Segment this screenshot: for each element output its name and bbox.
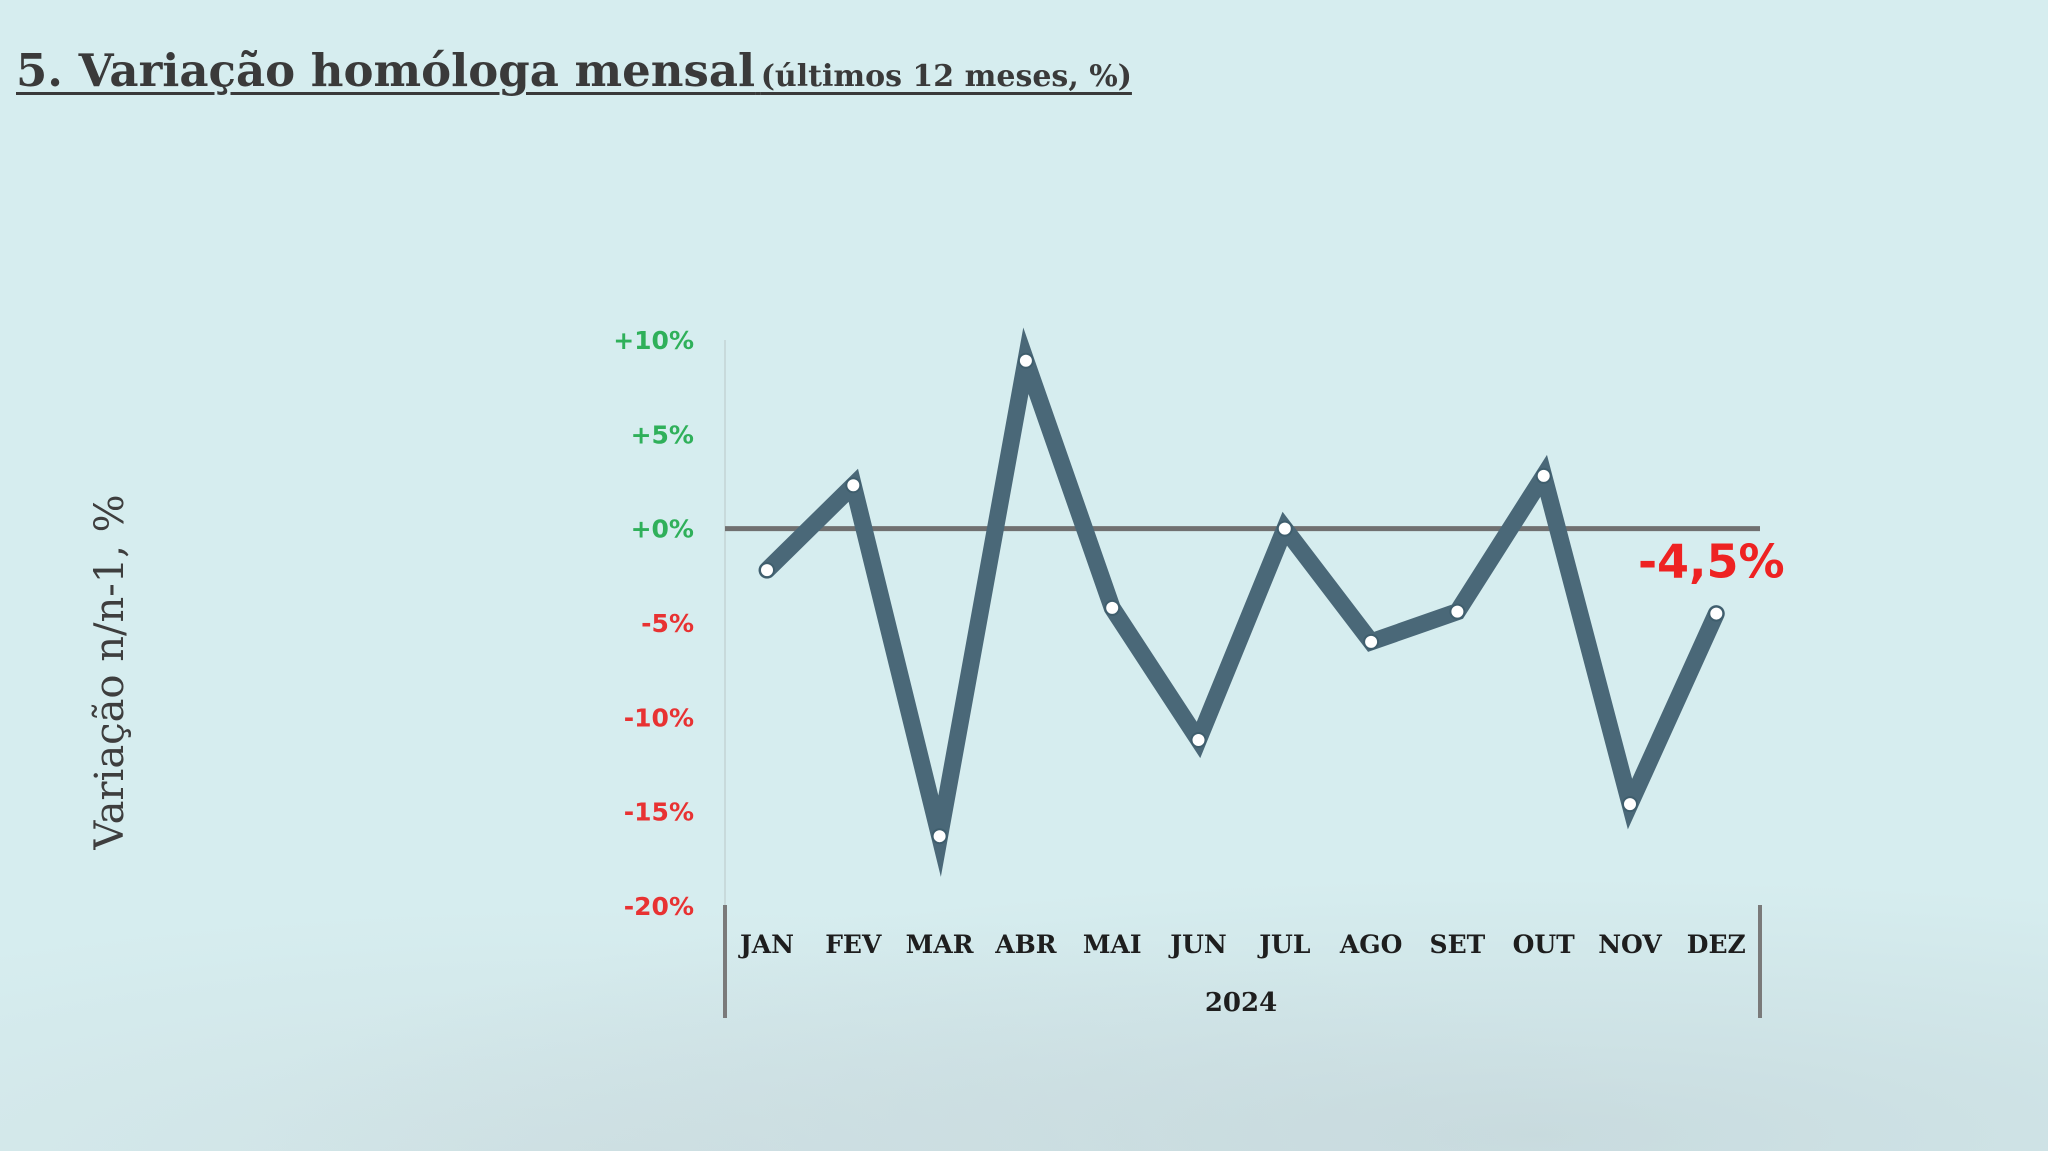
x-tick-label: NOV	[1598, 930, 1662, 959]
x-tick-label: JUL	[1257, 930, 1311, 959]
series-line	[758, 327, 1725, 877]
data-point	[1276, 520, 1293, 537]
data-point	[845, 477, 862, 494]
page-title: 5. Variação homóloga mensal (últimos 12 …	[16, 44, 1132, 97]
x-tick-label: OUT	[1513, 930, 1576, 959]
y-tick-label: -20%	[624, 892, 694, 921]
data-point	[931, 828, 948, 845]
x-tick-label: JAN	[738, 930, 794, 959]
y-tick-label: -15%	[624, 798, 694, 827]
y-tick-label: +10%	[613, 326, 694, 355]
data-point	[1363, 633, 1380, 650]
title-main: 5. Variação homóloga mensal	[16, 44, 756, 97]
x-tick-label: FEV	[825, 930, 882, 959]
x-tick-label: ABR	[994, 930, 1057, 959]
x-axis-group-label: 2024	[1205, 988, 1277, 1018]
data-point	[1190, 731, 1207, 748]
data-label-annotation: -4,5%	[1638, 535, 1785, 589]
data-point	[1708, 605, 1725, 622]
x-tick-label: MAR	[906, 930, 974, 959]
x-tick-label: DEZ	[1687, 930, 1746, 959]
y-tick-label: -10%	[624, 703, 694, 732]
x-tick-label: JUN	[1168, 930, 1226, 959]
y-tick-label: -5%	[641, 609, 694, 638]
data-point	[1622, 796, 1638, 813]
data-point	[1449, 603, 1466, 620]
y-tick-label: +0%	[631, 515, 694, 544]
title-subtitle: (últimos 12 meses, %)	[760, 59, 1132, 94]
data-point	[1017, 352, 1034, 369]
data-point	[1104, 599, 1121, 616]
y-tick-label: +5%	[631, 420, 694, 449]
x-tick-label: SET	[1430, 930, 1486, 959]
x-tick-label: MAI	[1083, 930, 1142, 959]
data-point	[759, 562, 775, 579]
data-point	[1535, 467, 1552, 484]
x-tick-label: AGO	[1339, 930, 1403, 959]
